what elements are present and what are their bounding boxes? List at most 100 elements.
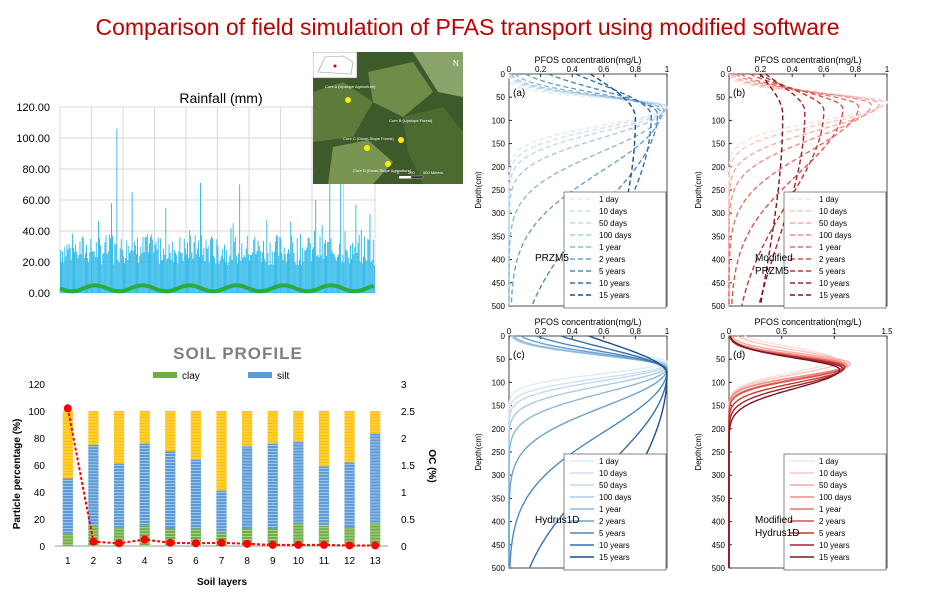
soil-y-tick-1: 100 xyxy=(28,407,45,418)
rainfall-bar xyxy=(269,242,271,293)
profile-panel-d: PFOS concentration(mg/L) 0 0.5 1 1.5 0 50 100 15… xyxy=(694,317,893,573)
profile-a-y-tick-0: 0 xyxy=(501,70,506,79)
map-field-2 xyxy=(368,62,433,117)
rainfall-bar xyxy=(331,250,333,293)
profile-d-y-tick-0: 0 xyxy=(721,332,726,341)
profile-d-curve-8 xyxy=(728,335,841,568)
rainfall-bar xyxy=(300,234,301,293)
map-locator-outline xyxy=(317,55,354,75)
profile-c-curve-5 xyxy=(508,335,668,568)
rainfall-bar xyxy=(171,241,173,293)
profile-d-y-tick-1: 50 xyxy=(716,355,725,364)
rainfall-bar xyxy=(277,236,279,293)
rainfall-bar xyxy=(267,252,269,293)
rainfall-bar xyxy=(367,238,369,293)
soil-bar-sand xyxy=(190,411,202,460)
core-c-label: Core C (Down-Slope Forest) xyxy=(343,136,394,141)
rainfall-bar xyxy=(132,251,134,293)
rainfall-bar xyxy=(309,243,311,293)
rainfall-bar xyxy=(308,237,310,293)
profile-c-y-tick-6: 300 xyxy=(492,471,506,480)
profile-c-y-tick-10: 500 xyxy=(492,564,506,573)
profile-a-curve-5 xyxy=(510,73,662,306)
rainfall-bar xyxy=(158,263,160,293)
rainfall-bar xyxy=(252,252,254,293)
rainfall-y-tick-1: 100.00 xyxy=(16,133,50,145)
profile-b-y-tick-0: 0 xyxy=(721,70,726,79)
rainfall-bar xyxy=(180,252,182,293)
rainfall-bar xyxy=(319,236,321,293)
rainfall-bar xyxy=(209,239,211,293)
rainfall-bar xyxy=(112,235,114,293)
page-title: Comparison of field simulation of PFAS t… xyxy=(95,14,840,40)
profile-c-y-tick-5: 250 xyxy=(492,448,506,457)
legend-silt-swatch xyxy=(248,372,272,378)
profile-d-legend-label-4: 1 year xyxy=(819,505,842,514)
rainfall-bar xyxy=(61,261,62,293)
profile-a-legend-label-3: 100 days xyxy=(599,231,631,240)
rainfall-bar xyxy=(76,251,78,293)
rainfall-bar xyxy=(264,258,266,293)
map-field-3 xyxy=(403,107,463,184)
profile-d-y-tick-5: 250 xyxy=(712,448,726,457)
rainfall-bar xyxy=(220,255,222,293)
rainfall-bar xyxy=(91,251,93,293)
rainfall-bar xyxy=(303,261,305,293)
rainfall-bar xyxy=(146,234,148,293)
rainfall-bar xyxy=(276,235,278,293)
rainfall-bar xyxy=(98,221,99,293)
rainfall-bar xyxy=(279,237,281,293)
rainfall-bar xyxy=(119,248,121,293)
rainfall-bar xyxy=(351,259,352,293)
soil-bar-sand xyxy=(241,411,253,447)
rainfall-bar xyxy=(152,239,154,293)
legend-clay-swatch xyxy=(153,372,177,378)
rainfall-bar xyxy=(203,247,205,293)
soil-oc-point xyxy=(63,404,72,413)
profile-d-x-label: PFOS concentration(mg/L) xyxy=(754,317,861,327)
profile-d-y-tick-9: 450 xyxy=(712,541,726,550)
rainfall-bar xyxy=(273,251,275,293)
rainfall-bar xyxy=(365,258,367,293)
rainfall-bar xyxy=(322,258,324,293)
rainfall-y-tick-6: 0.00 xyxy=(29,288,50,300)
rainfall-bar xyxy=(100,245,102,293)
rainfall-bar xyxy=(93,251,95,293)
rainfall-baseline-wave xyxy=(59,283,375,294)
profile-a-model-label-0: PRZM5 xyxy=(535,253,569,264)
profile-b-model-label-1: PRZM5 xyxy=(755,266,789,277)
north-arrow-label: N xyxy=(453,59,459,68)
rainfall-bar xyxy=(360,229,362,293)
rainfall-bar xyxy=(177,263,179,293)
rainfall-bar xyxy=(222,258,224,293)
soil-bar-clay xyxy=(113,527,125,546)
soil-bar-silt xyxy=(165,451,176,529)
rainfall-bar xyxy=(240,260,242,293)
rainfall-bar xyxy=(343,262,345,293)
soil-x-tick-8: 8 xyxy=(244,556,250,567)
profile-c-x-tick-0: 0 xyxy=(507,327,512,336)
rainfall-bar xyxy=(200,182,201,293)
rainfall-bar xyxy=(338,254,339,293)
rainfall-bar xyxy=(344,231,346,293)
profile-c-legend-label-3: 100 days xyxy=(599,493,631,502)
rainfall-bar xyxy=(237,263,238,293)
profile-a-y-tick-5: 250 xyxy=(492,186,506,195)
rainfall-bar xyxy=(183,238,185,293)
profile-b-y-tick-10: 500 xyxy=(712,302,726,311)
rainfall-baseline-line xyxy=(59,283,375,294)
rainfall-bar xyxy=(235,255,237,293)
profile-d-legend-label-7: 10 years xyxy=(819,541,850,550)
rainfall-bar xyxy=(188,257,190,293)
profile-b-x-tick-4: 0.8 xyxy=(850,65,862,74)
rainfall-bar xyxy=(82,237,84,293)
profile-a-x-tick-2: 0.4 xyxy=(567,65,579,74)
rainfall-bar xyxy=(186,254,187,293)
rainfall-bar xyxy=(217,246,219,293)
profile-panel-a: PFOS concentration(mg/L) 0 0.2 0.4 0.6 0.8 1 0 5… xyxy=(474,55,670,311)
rainfall-bar xyxy=(159,238,161,293)
rainfall-bar xyxy=(265,261,267,293)
rainfall-bar xyxy=(164,254,166,293)
rainfall-bar xyxy=(81,236,83,293)
profile-a-legend-label-5: 2 years xyxy=(599,255,625,264)
